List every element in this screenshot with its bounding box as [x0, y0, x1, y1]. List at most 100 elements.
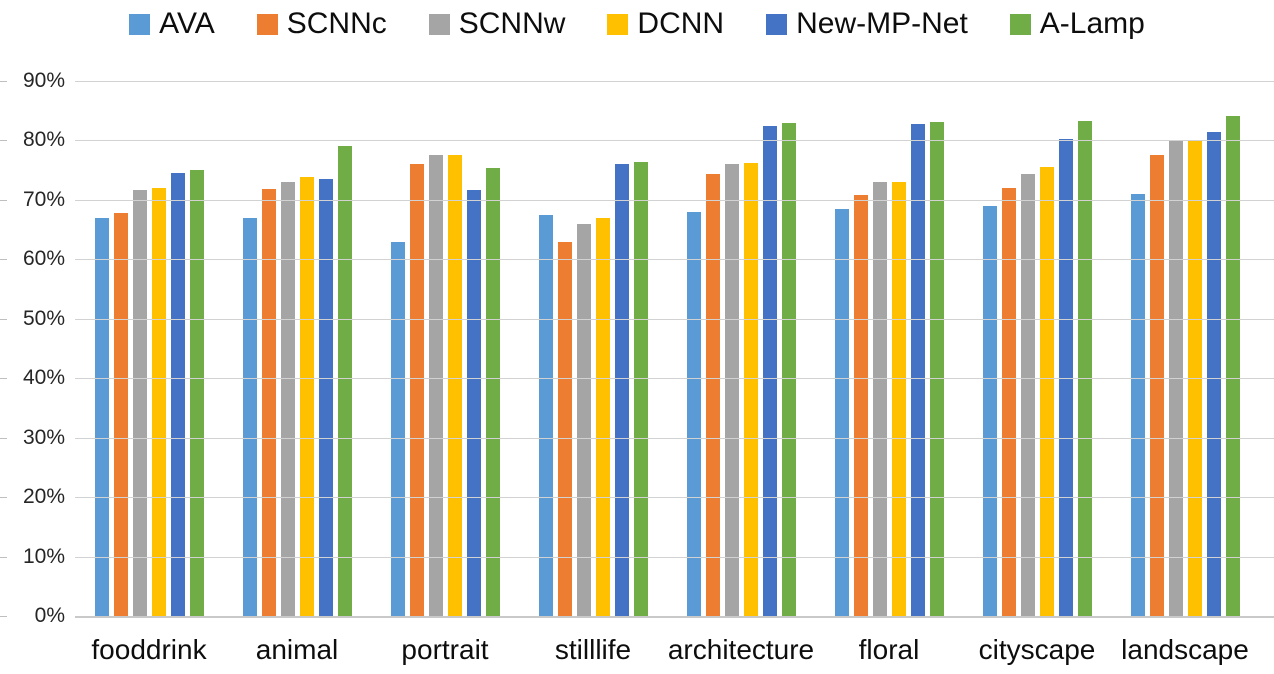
axis-tick	[0, 199, 7, 201]
x-axis-label-stilllife: stilllife	[554, 634, 632, 665]
bar-ava-portrait	[390, 241, 405, 616]
bar-new-mp-net-floral	[910, 123, 925, 616]
y-tick-label: 50%	[22, 306, 65, 330]
legend-swatch-scnnc-icon	[256, 13, 278, 35]
bar-scnnc-fooddrink	[113, 212, 128, 616]
bar-group-floral	[815, 81, 963, 616]
bar-scnnw-landscape	[1168, 140, 1183, 616]
bar-a-lamp-landscape	[1225, 116, 1240, 616]
bars-layer	[75, 81, 1259, 616]
bar-scnnw-architecture	[724, 164, 739, 616]
bar-dcnn-portrait	[447, 154, 462, 616]
bar-group-landscape	[1111, 81, 1259, 616]
y-tick-label: 80%	[22, 128, 65, 152]
y-tick-label: 20%	[22, 485, 65, 509]
bar-dcnn-animal	[299, 177, 314, 616]
x-axis-label-landscape: landscape	[1121, 634, 1249, 665]
legend-label: DCNN	[637, 7, 725, 40]
bar-dcnn-architecture	[743, 163, 758, 616]
gridline	[75, 199, 1274, 201]
bar-group-animal	[223, 81, 371, 616]
bar-ava-floral	[834, 208, 849, 616]
bar-dcnn-cityscape	[1039, 167, 1054, 616]
legend-item-a-lamp: A-Lamp	[1009, 7, 1145, 41]
bar-dcnn-landscape	[1187, 140, 1202, 616]
legend-item-new-mp-net: New-MP-Net	[766, 7, 968, 41]
axis-tick	[0, 378, 7, 380]
bar-scnnw-cityscape	[1020, 174, 1035, 616]
bar-a-lamp-cityscape	[1077, 121, 1092, 616]
legend-label: SCNNw	[458, 7, 566, 40]
bar-a-lamp-architecture	[781, 122, 796, 616]
legend-label: AVA	[159, 7, 215, 40]
legend-item-scnnc: SCNNc	[256, 7, 387, 41]
legend-swatch-dcnn-icon	[607, 13, 629, 35]
bar-new-mp-net-stilllife	[614, 164, 629, 616]
bar-ava-landscape	[1130, 193, 1145, 616]
bar-a-lamp-animal	[337, 146, 352, 616]
legend-label: A-Lamp	[1039, 7, 1145, 40]
legend-swatch-a-lamp-icon	[1009, 13, 1031, 35]
bar-scnnc-landscape	[1149, 154, 1164, 616]
bar-dcnn-fooddrink	[151, 188, 166, 616]
bar-new-mp-net-portrait	[466, 189, 481, 616]
y-tick-label: 70%	[22, 187, 65, 211]
bar-a-lamp-fooddrink	[189, 170, 204, 616]
axis-tick	[0, 318, 7, 320]
bar-scnnc-animal	[261, 189, 276, 616]
bar-group-portrait	[371, 81, 519, 616]
y-tick-label: 60%	[22, 247, 65, 271]
axis-tick	[0, 437, 7, 439]
legend-item-scnnw: SCNNw	[428, 7, 566, 41]
gridline	[75, 81, 1274, 82]
bar-new-mp-net-fooddrink	[170, 172, 185, 616]
gridline	[75, 318, 1274, 320]
bar-scnnw-portrait	[428, 154, 443, 616]
x-axis-label-architecture: architecture	[667, 634, 815, 665]
legend-swatch-ava-icon	[129, 13, 151, 35]
bar-scnnc-cityscape	[1001, 188, 1016, 616]
legend-swatch-scnnw-icon	[428, 13, 450, 35]
y-tick-label: 90%	[22, 69, 65, 92]
x-axis-label-floral: floral	[858, 634, 920, 665]
bar-group-cityscape	[963, 81, 1111, 616]
plot-area	[75, 81, 1274, 618]
axis-tick	[0, 616, 7, 617]
x-axis-label-portrait: portrait	[401, 634, 489, 665]
chart-legend: AVA SCNNc SCNNw DCNN New-MP-Net A-Lamp	[0, 4, 1274, 44]
legend-label: SCNNc	[286, 7, 387, 40]
bar-group-stilllife	[519, 81, 667, 616]
bar-scnnw-animal	[280, 182, 295, 616]
bar-scnnc-stilllife	[557, 241, 572, 616]
legend-swatch-new-mp-net-icon	[766, 13, 788, 35]
legend-item-dcnn: DCNN	[607, 7, 724, 41]
y-tick-label: 30%	[22, 425, 65, 449]
bar-ava-architecture	[686, 211, 701, 616]
axis-tick	[0, 81, 7, 82]
bar-ava-stilllife	[538, 214, 553, 616]
legend-label: New-MP-Net	[796, 7, 968, 40]
bar-group-fooddrink	[75, 81, 223, 616]
bar-scnnc-architecture	[705, 173, 720, 616]
bar-scnnw-floral	[872, 182, 887, 616]
axis-tick	[0, 497, 7, 499]
bar-ava-fooddrink	[94, 217, 109, 616]
x-axis-label-animal: animal	[255, 634, 339, 665]
bar-group-architecture	[667, 81, 815, 616]
axis-tick	[0, 140, 7, 142]
gridline	[75, 556, 1274, 558]
bar-new-mp-net-animal	[318, 179, 333, 616]
bar-ava-animal	[242, 217, 257, 616]
bar-new-mp-net-architecture	[762, 125, 777, 616]
axis-tick	[0, 259, 7, 261]
x-axis-label-fooddrink: fooddrink	[91, 634, 207, 665]
bar-new-mp-net-cityscape	[1058, 138, 1073, 616]
bar-dcnn-floral	[891, 182, 906, 616]
x-axis: fooddrink animal portrait stilllife architec…	[75, 634, 1259, 666]
bar-scnnc-portrait	[409, 164, 424, 616]
bar-dcnn-stilllife	[595, 217, 610, 616]
bar-scnnw-fooddrink	[132, 189, 147, 616]
gridline	[75, 259, 1274, 261]
y-axis: 0% 10% 20% 30% 40% 50% 60% 70% 80% 90%	[0, 69, 65, 627]
